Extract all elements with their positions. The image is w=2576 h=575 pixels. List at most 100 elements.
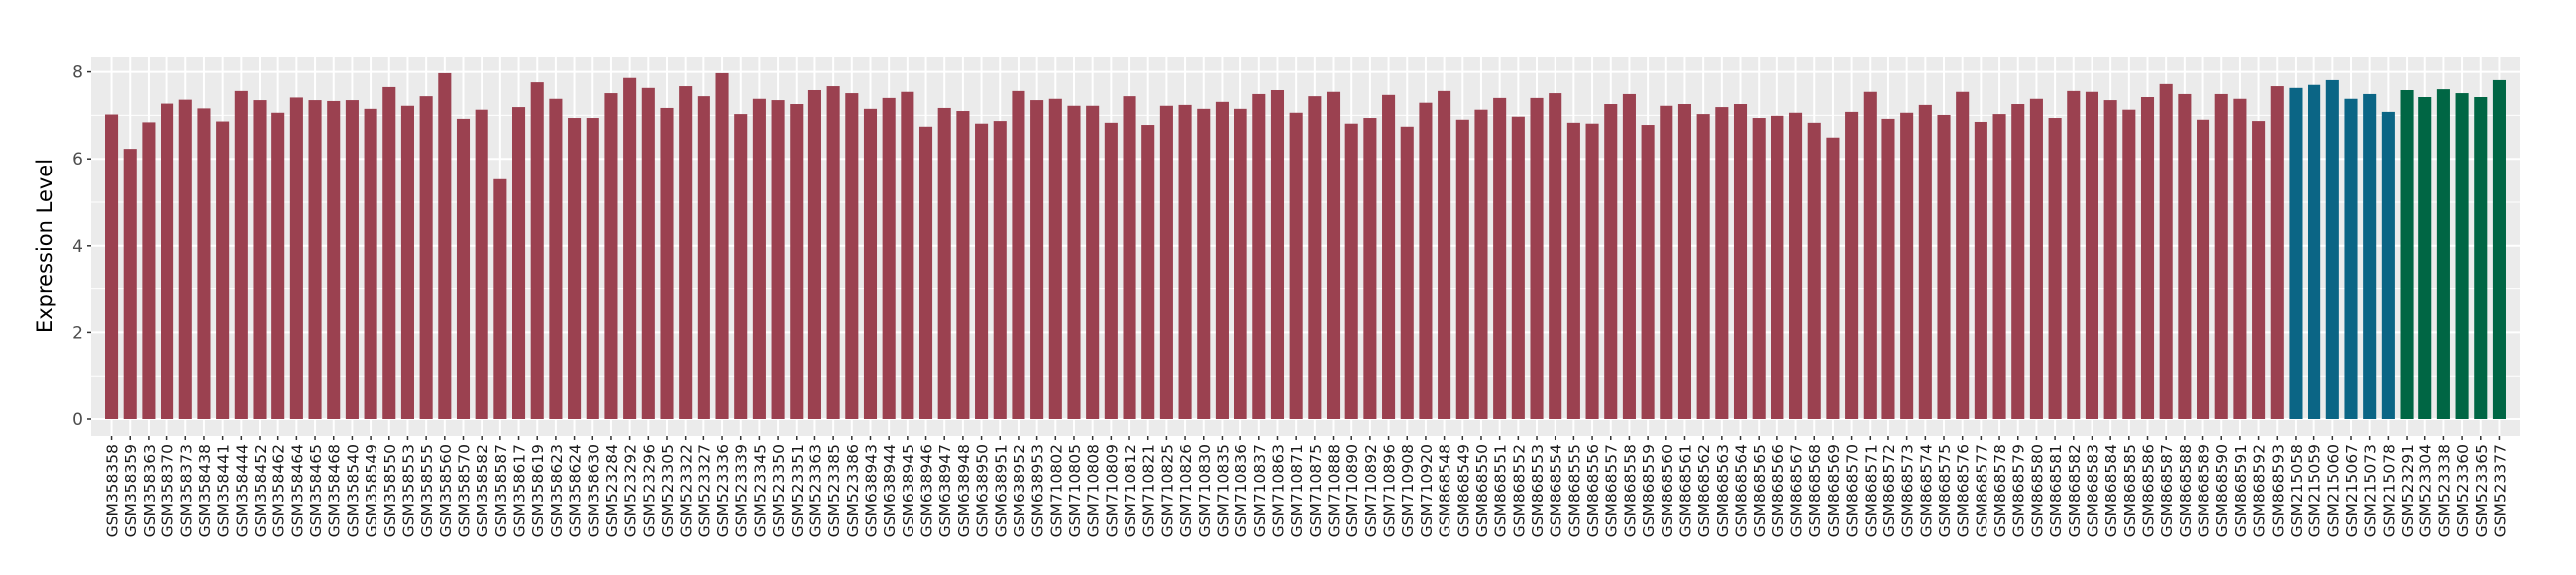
x-tick-label: GSM868588: [2177, 444, 2195, 537]
bar-GSM710812: [1123, 96, 1136, 420]
x-tick-label: GSM868548: [1437, 444, 1454, 537]
x-tick-label: GSM868573: [1899, 444, 1917, 537]
x-tick-label: GSM868568: [1806, 444, 1824, 537]
bar-GSM868584: [2103, 100, 2117, 419]
bar-GSM358623: [549, 98, 563, 420]
x-tick-label: GSM868564: [1733, 444, 1751, 537]
x-tick-label: GSM710821: [1140, 444, 1158, 537]
x-tick-label: GSM868575: [1936, 444, 1954, 537]
x-tick-label: GSM358444: [233, 444, 251, 537]
bar-GSM868580: [2029, 98, 2043, 420]
bar-GSM868581: [2048, 118, 2062, 419]
x-tick-label: GSM358441: [215, 444, 233, 537]
x-tick-label: GSM523339: [733, 444, 751, 537]
bar-GSM710835: [1215, 101, 1229, 420]
bar-GSM868573: [1900, 112, 1914, 419]
x-tick-label: GSM358464: [288, 444, 306, 537]
x-tick-label: GSM868585: [2121, 444, 2139, 537]
x-tick-label: GSM358619: [529, 444, 547, 537]
x-tick-label: GSM868586: [2140, 444, 2158, 537]
x-tick-label: GSM868551: [1492, 444, 1510, 537]
bar-GSM710805: [1067, 105, 1081, 419]
bar-GSM868578: [1992, 114, 2006, 419]
bar-GSM710830: [1197, 108, 1211, 419]
bar-GSM868554: [1549, 93, 1562, 419]
x-tick-label: GSM868572: [1880, 444, 1898, 537]
bar-GSM868549: [1455, 119, 1469, 419]
x-tick-label: GSM868555: [1565, 444, 1583, 537]
bar-GSM868579: [2011, 104, 2025, 420]
x-tick-label: GSM523377: [2491, 444, 2509, 537]
x-tick-label: GSM215060: [2324, 444, 2342, 537]
bar-GSM358370: [161, 103, 174, 419]
bars: [105, 72, 2506, 420]
x-tick-label: GSM868561: [1676, 444, 1694, 537]
x-tick-label: GSM523284: [603, 444, 621, 537]
x-tick-label: GSM868562: [1695, 444, 1713, 537]
bar-GSM710896: [1382, 94, 1396, 420]
bar-GSM710837: [1252, 93, 1266, 420]
bar-GSM868548: [1438, 90, 1451, 419]
bar-GSM868551: [1493, 97, 1507, 419]
x-tick-label: GSM523304: [2417, 444, 2435, 537]
x-tick-label: GSM358623: [548, 444, 566, 537]
bar-GSM358441: [216, 121, 230, 420]
y-tick-label: 2: [72, 323, 83, 343]
bar-GSM868553: [1530, 97, 1544, 419]
x-tick-label: GSM868550: [1473, 444, 1491, 537]
bar-GSM358359: [123, 149, 137, 419]
x-tick-label: GSM868552: [1510, 444, 1528, 537]
x-tick-label: GSM868593: [2269, 444, 2287, 537]
x-tick-label: GSM638952: [1011, 444, 1028, 537]
x-tick-label: GSM710888: [1326, 444, 1343, 537]
x-tick-label: GSM523336: [714, 444, 732, 537]
x-tick-label: GSM868584: [2102, 444, 2120, 537]
x-tick-label: GSM523291: [2399, 444, 2416, 537]
x-tick-label: GSM215058: [2288, 444, 2306, 537]
bar-GSM215060: [2325, 79, 2339, 419]
x-tick-label: GSM868554: [1548, 444, 1565, 537]
bar-GSM358553: [400, 105, 414, 419]
bar-GSM710892: [1363, 118, 1377, 419]
x-tick-label: GSM358555: [418, 444, 436, 537]
y-axis: 0 2 4 6 8: [72, 63, 91, 430]
bar-GSM868590: [2214, 93, 2228, 420]
bar-GSM358630: [586, 118, 599, 419]
x-tick-label: GSM523305: [659, 444, 677, 537]
bar-GSM638953: [1030, 100, 1044, 419]
x-tick-label: GSM868591: [2232, 444, 2250, 537]
bar-GSM358444: [234, 90, 248, 419]
bar-GSM710871: [1289, 112, 1303, 419]
x-tick-label: GSM358630: [585, 444, 602, 537]
x-tick-label: GSM710805: [1066, 444, 1084, 537]
x-tick-label: GSM868576: [1955, 444, 1973, 537]
bar-GSM868586: [2140, 97, 2155, 419]
x-tick-label: GSM868578: [1991, 444, 2009, 537]
x-tick-label: GSM868557: [1603, 444, 1621, 537]
bar-GSM523345: [752, 98, 766, 420]
x-tick-label: GSM710875: [1307, 444, 1325, 537]
x-tick-label: GSM710825: [1158, 444, 1176, 537]
bar-GSM638948: [956, 111, 970, 420]
x-tick-label: GSM523351: [789, 444, 806, 537]
bar-GSM358582: [475, 109, 488, 420]
bar-GSM358452: [253, 100, 267, 419]
bar-GSM868593: [2270, 86, 2284, 419]
x-tick-label: GSM638948: [955, 444, 973, 537]
bar-GSM358550: [382, 86, 396, 420]
x-tick-label: GSM215078: [2380, 444, 2398, 537]
x-tick-label: GSM215073: [2362, 444, 2380, 537]
x-tick-label: GSM523363: [806, 444, 824, 537]
bar-GSM868570: [1845, 111, 1859, 420]
x-tick-label: GSM868567: [1788, 444, 1806, 537]
bar-GSM215067: [2344, 98, 2358, 420]
x-tick-label: GSM710836: [1233, 444, 1250, 537]
x-tick-label: GSM638944: [881, 444, 899, 537]
x-tick-label: GSM638953: [1029, 444, 1047, 537]
bar-GSM523351: [790, 104, 804, 420]
x-tick-label: GSM868580: [2028, 444, 2046, 537]
bar-GSM358438: [197, 108, 211, 419]
x-tick-label: GSM358550: [381, 444, 399, 537]
x-tick-label: GSM638943: [862, 444, 880, 537]
bar-GSM868588: [2178, 93, 2192, 420]
